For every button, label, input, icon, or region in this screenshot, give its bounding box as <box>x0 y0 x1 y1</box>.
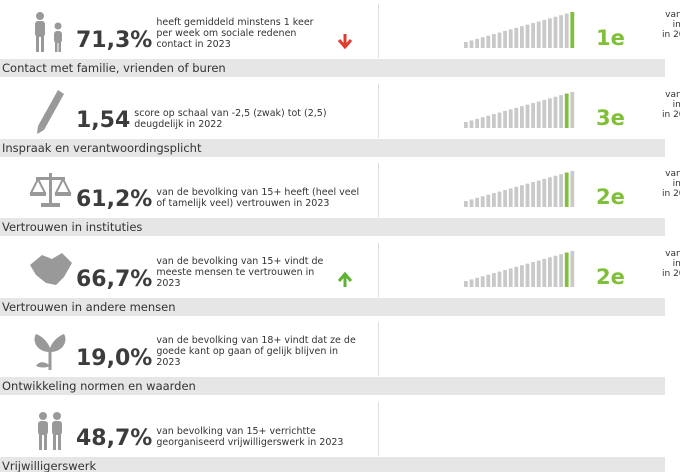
category-label: Vertrouwen in andere mensen <box>0 297 665 316</box>
icon <box>29 173 72 207</box>
indicator-main: 66,7% van de bevolking van 15+ vindt de me… <box>28 243 323 293</box>
indicator-value: 61,2% <box>76 187 153 212</box>
separator <box>378 242 379 297</box>
comparison-line: in EU <box>672 20 680 30</box>
icon <box>37 89 64 134</box>
description-line: van de bevolking van 15+ heeft (heel vee… <box>156 187 360 198</box>
rank: 3e <box>596 105 625 130</box>
rank: 1e <box>596 26 625 50</box>
indicator-main: 71,3% heeft gemiddeld minstens 1 keer per … <box>28 4 314 54</box>
description-line: of tamelijk veel) vertrouwen in 2023 <box>156 198 330 209</box>
comparison: van 27in EUin 2022 <box>646 90 680 120</box>
indicator-description: van de bevolking van 15+ vindt de meeste … <box>156 256 323 293</box>
description-line: van de bevolking van 15+ vindt de <box>156 255 324 267</box>
icon <box>34 334 66 370</box>
description-line: meeste mensen te vertrouwen in <box>156 266 315 278</box>
mini-bar-chart <box>464 12 575 48</box>
trend-arrow <box>337 271 353 287</box>
separator <box>378 401 379 456</box>
indicator-main: 61,2% van de bevolking van 15+ heeft (hee… <box>28 163 359 213</box>
mini-bar-chart <box>464 250 575 287</box>
description-line: deugdelijk in 2022 <box>134 118 223 130</box>
indicator-row: 66,7% van de bevolking van 15+ vindt de me… <box>0 239 680 319</box>
description-line: 2023 <box>156 357 181 368</box>
comparison-line: in 2020 <box>662 268 680 279</box>
indicator-row: 61,2% van de bevolking van 15+ heeft (hee… <box>0 159 680 239</box>
rank: 2e <box>596 264 625 289</box>
mini-bar-chart <box>464 171 575 207</box>
comparison-line: in 2020 <box>662 30 680 40</box>
rank: 2e <box>596 185 625 209</box>
category-label: Vrijwilligerswerk <box>0 456 665 472</box>
indicator-description: van de bevolking van 18+ vindt dat ze de… <box>156 335 355 372</box>
mini-bar-chart <box>464 91 575 128</box>
description-line: per week om sociale redenen <box>156 28 297 39</box>
indicator-row: 71,3% heeft gemiddeld minstens 1 keer per … <box>0 0 680 80</box>
indicator-main: 19,0% van de bevolking van 18+ vindt dat … <box>28 322 356 372</box>
comparison: van 19in EUin 2020 <box>646 169 680 199</box>
category-label: Inspraak en verantwoordingsplicht <box>0 138 665 157</box>
description-line: 2023 <box>156 277 181 289</box>
indicator-main: 1,54 score op schaal van -2,5 (zwak) tot … <box>28 84 327 134</box>
separator <box>378 322 379 376</box>
description-line: van bevolking van 15+ verrichtte <box>156 425 316 437</box>
comparison-line: van 27 <box>665 89 680 100</box>
indicator-value: 48,7% <box>76 425 153 451</box>
icon <box>30 252 72 285</box>
description-line: van de bevolking van 18+ vindt dat ze de <box>156 335 356 346</box>
separator <box>378 163 379 217</box>
indicator-value: 19,0% <box>76 346 153 371</box>
category-label: Ontwikkeling normen en waarden <box>0 377 665 395</box>
comparison-line: van 19 <box>665 248 680 259</box>
comparison: van 19in EUin 2020 <box>646 10 680 40</box>
comparison-line: in EU <box>672 258 680 269</box>
comparison-line: van 19 <box>665 10 680 20</box>
indicator-value: 1,54 <box>76 107 131 133</box>
indicator-description: van bevolking van 15+ verrichtte georgani… <box>156 426 343 452</box>
separator <box>378 83 379 138</box>
description-line: score op schaal van -2,5 (zwak) tot (2,5… <box>134 107 327 119</box>
indicator-description: van de bevolking van 15+ heeft (heel vee… <box>156 187 359 213</box>
indicator-main: 48,7% van bevolking van 15+ verrichtte geo… <box>28 402 343 452</box>
description-line: georganiseerd vrijwilligerswerk in 2023 <box>156 436 344 448</box>
description-line: contact in 2023 <box>156 39 231 50</box>
comparison-line: in EU <box>672 179 680 189</box>
description-line: goede kant op gaan of gelijk blijven in <box>156 346 339 357</box>
indicator-description: score op schaal van -2,5 (zwak) tot (2,5… <box>134 108 326 134</box>
description-line: heeft gemiddeld minstens 1 keer <box>156 17 314 28</box>
comparison: van 19in EUin 2020 <box>646 249 680 279</box>
indicator-value: 66,7% <box>76 266 153 292</box>
category-label: Vertrouwen in instituties <box>0 218 665 236</box>
indicator-row: 19,0% van de bevolking van 18+ vindt dat … <box>0 318 680 398</box>
comparison-line: in 2020 <box>662 189 680 199</box>
indicator-value: 71,3% <box>76 28 153 53</box>
indicator-row: 48,7% van bevolking van 15+ verrichtte geo… <box>0 398 680 472</box>
comparison-line: in EU <box>672 99 680 110</box>
separator <box>378 4 379 58</box>
icon <box>35 12 62 52</box>
icon <box>38 411 62 450</box>
comparison-line: van 19 <box>665 169 680 179</box>
indicator-description: heeft gemiddeld minstens 1 keer per week … <box>156 17 313 54</box>
comparison-line: in 2022 <box>662 109 680 120</box>
category-label: Contact met familie, vrienden of buren <box>0 59 665 77</box>
trend-arrow <box>337 34 353 50</box>
indicator-row: 1,54 score op schaal van -2,5 (zwak) tot … <box>0 80 680 160</box>
